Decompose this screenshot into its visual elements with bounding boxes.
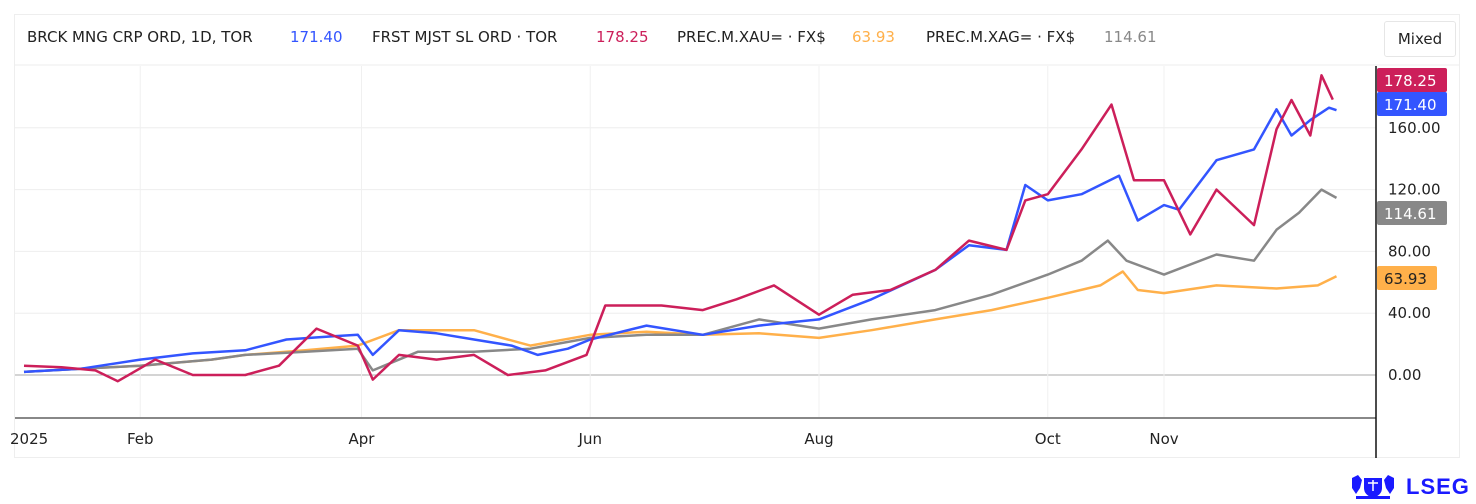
legend-name-brck: BRCK MNG CRP ORD, 1D, TOR [27,28,253,46]
legend-value-xag: 114.61 [1104,28,1157,46]
x-tick-label: Nov [1149,430,1178,448]
price-tag-label: 178.25 [1384,72,1437,90]
x-tick-label: Feb [127,430,154,448]
series-line-2 [23,270,1338,374]
y-tick-label: 0.00 [1388,366,1421,384]
price-tag-label: 171.40 [1384,96,1437,114]
x-tick-label: Jun [578,430,602,448]
chart-frame [14,14,1460,458]
price-tag-2 [1377,266,1437,290]
scale-mode-button[interactable]: Mixed [1384,21,1456,57]
lseg-logo: LSEG [1350,474,1470,500]
series-line-1 [23,74,1334,383]
legend-name-frst: FRST MJST SL ORD · TOR [372,28,558,46]
legend-name-xau: PREC.M.XAU= · FX$ [677,28,826,46]
y-tick-label: 160.00 [1388,119,1441,137]
price-tag-3 [1377,201,1447,225]
crest-icon [1352,475,1394,499]
price-tag-label: 114.61 [1384,205,1437,223]
y-tick-label: 120.00 [1388,181,1441,199]
price-tag-0 [1377,92,1447,116]
legend-value-xau: 63.93 [852,28,895,46]
price-tag-1 [1377,68,1447,92]
y-tick-label: 40.00 [1388,304,1431,322]
price-tag-label: 63.93 [1384,270,1427,288]
series-line-0 [23,106,1337,374]
legend-name-xag: PREC.M.XAG= · FX$ [926,28,1076,46]
logo-text: LSEG [1406,474,1470,499]
y-tick-label: 80.00 [1388,242,1431,260]
legend-value-frst: 178.25 [596,28,649,46]
x-tick-label: 2025 [10,430,48,448]
x-tick-label: Aug [804,430,833,448]
x-tick-label: Oct [1035,430,1061,448]
series-line-3 [23,188,1338,374]
legend-value-brck: 171.40 [290,28,343,46]
x-tick-label: Apr [349,430,376,448]
